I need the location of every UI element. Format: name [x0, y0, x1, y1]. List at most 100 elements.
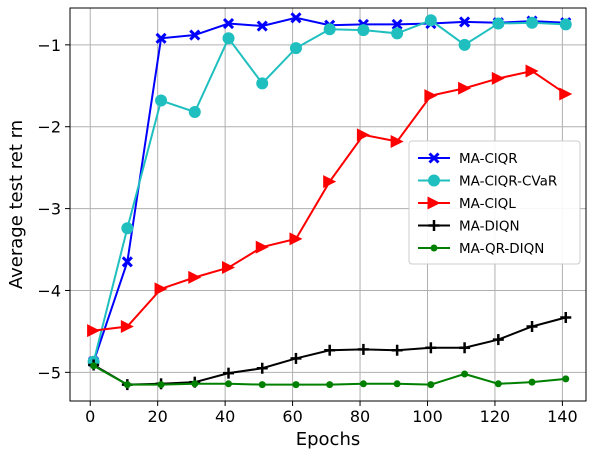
legend-item: MA-DIQN [418, 219, 520, 235]
y-tick-label: −1 [37, 36, 61, 55]
series-ma-clqr-cvar [87, 14, 572, 368]
data-point [427, 381, 435, 389]
data-point [223, 367, 235, 379]
data-point [289, 232, 303, 246]
legend-label: MA-ClQR-CVaR [459, 174, 557, 190]
data-point [191, 380, 199, 388]
legend-marker [428, 152, 440, 164]
data-point [526, 16, 539, 29]
data-point [458, 38, 471, 51]
data-point [255, 240, 269, 254]
data-point [258, 381, 266, 389]
data-point [90, 362, 98, 370]
x-tick-label: 0 [85, 407, 95, 426]
data-point [120, 319, 134, 333]
legend-marker [428, 174, 440, 187]
series-ma-qr-diqn [90, 362, 570, 389]
data-point [154, 282, 168, 296]
data-point [121, 222, 134, 235]
data-point [157, 381, 165, 389]
data-point [188, 270, 202, 284]
plot-frame [69, 7, 587, 402]
ticks: 0 20 40 60 80 100 120 140 −5 −4 −3 −2 −1 [37, 36, 577, 426]
x-tick-label: 60 [282, 407, 302, 426]
x-tick-label: 120 [480, 407, 511, 426]
data-point [256, 20, 268, 32]
x-tick-label: 80 [350, 407, 370, 426]
data-point [356, 128, 370, 142]
data-point [289, 42, 302, 55]
data-point [222, 32, 235, 45]
data-point [225, 380, 233, 388]
data-point [323, 23, 336, 36]
y-tick-label: −2 [37, 118, 61, 137]
data-point [121, 256, 133, 268]
data-point [357, 343, 369, 355]
data-point [528, 378, 536, 386]
data-point [390, 134, 404, 148]
legend-marker [428, 220, 440, 231]
data-point [391, 18, 403, 30]
legend-label: MA-DIQN [459, 219, 520, 235]
data-point [359, 380, 367, 388]
data-point [424, 89, 438, 103]
data-point [290, 12, 302, 24]
series-layer [87, 12, 573, 391]
data-point [458, 81, 472, 95]
data-point [123, 381, 131, 389]
series-ma-clql [87, 64, 573, 338]
data-point [87, 324, 101, 338]
legend: MA-ClQR MA-ClQR-CVaR MA-ClQL MA-DIQN MA-QR-D… [408, 140, 581, 265]
data-point [189, 29, 201, 41]
legend-item: MA-QR-DIQN [418, 241, 544, 257]
data-point [326, 381, 334, 389]
data-point [492, 17, 505, 30]
data-point [559, 18, 572, 31]
data-point [290, 352, 302, 364]
data-point [461, 370, 469, 378]
y-tick-label: −3 [37, 200, 61, 219]
x-axis-label: Epochs [296, 429, 361, 450]
x-tick-label: 100 [412, 407, 443, 426]
legend-marker [430, 244, 438, 252]
data-point [188, 105, 201, 118]
data-point [459, 342, 471, 354]
y-tick-label: −4 [37, 281, 61, 300]
legend-item: MA-ClQR [418, 151, 518, 167]
data-point [155, 32, 167, 44]
legend-label: MA-ClQL [459, 196, 516, 212]
legend-label: MA-QR-DIQN [459, 241, 544, 257]
data-point [459, 16, 471, 28]
legend-label: MA-ClQR [459, 151, 518, 167]
data-point [393, 380, 401, 388]
data-point [494, 380, 502, 388]
legend-item: MA-ClQR-CVaR [418, 174, 557, 190]
data-point [491, 71, 505, 85]
data-point [222, 261, 236, 275]
legend-marker [427, 196, 441, 210]
data-point [562, 375, 570, 383]
y-axis-label: Average test ret rn [6, 120, 27, 289]
data-point [323, 175, 337, 189]
x-tick-label: 40 [215, 407, 235, 426]
data-point [559, 87, 573, 101]
data-point [155, 94, 168, 107]
data-point [256, 77, 269, 90]
data-point [391, 344, 403, 356]
data-point [526, 320, 538, 332]
data-point [391, 27, 404, 40]
y-tick-label: −5 [37, 363, 61, 382]
data-point [492, 334, 504, 346]
data-point [222, 17, 235, 30]
legend-item: MA-ClQL [418, 196, 516, 212]
data-point [292, 381, 300, 389]
data-point [425, 342, 437, 354]
legend-box [408, 140, 581, 265]
x-tick-label: 140 [547, 407, 578, 426]
data-point [357, 24, 370, 37]
data-point [424, 14, 437, 27]
data-point [560, 311, 572, 323]
x-tick-label: 20 [148, 407, 168, 426]
data-point [324, 344, 336, 356]
